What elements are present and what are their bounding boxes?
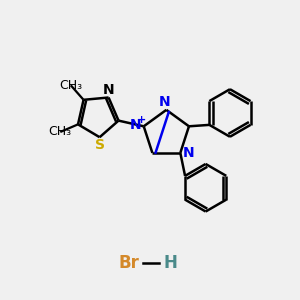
Text: N: N	[103, 83, 114, 97]
Text: Br: Br	[119, 254, 140, 272]
Text: N: N	[183, 146, 194, 160]
Text: CH₃: CH₃	[59, 79, 82, 92]
Text: +: +	[137, 115, 146, 125]
Text: N: N	[159, 95, 171, 110]
Text: S: S	[94, 138, 105, 152]
Text: CH₃: CH₃	[49, 125, 72, 139]
Text: N: N	[130, 118, 141, 132]
Text: H: H	[164, 254, 178, 272]
